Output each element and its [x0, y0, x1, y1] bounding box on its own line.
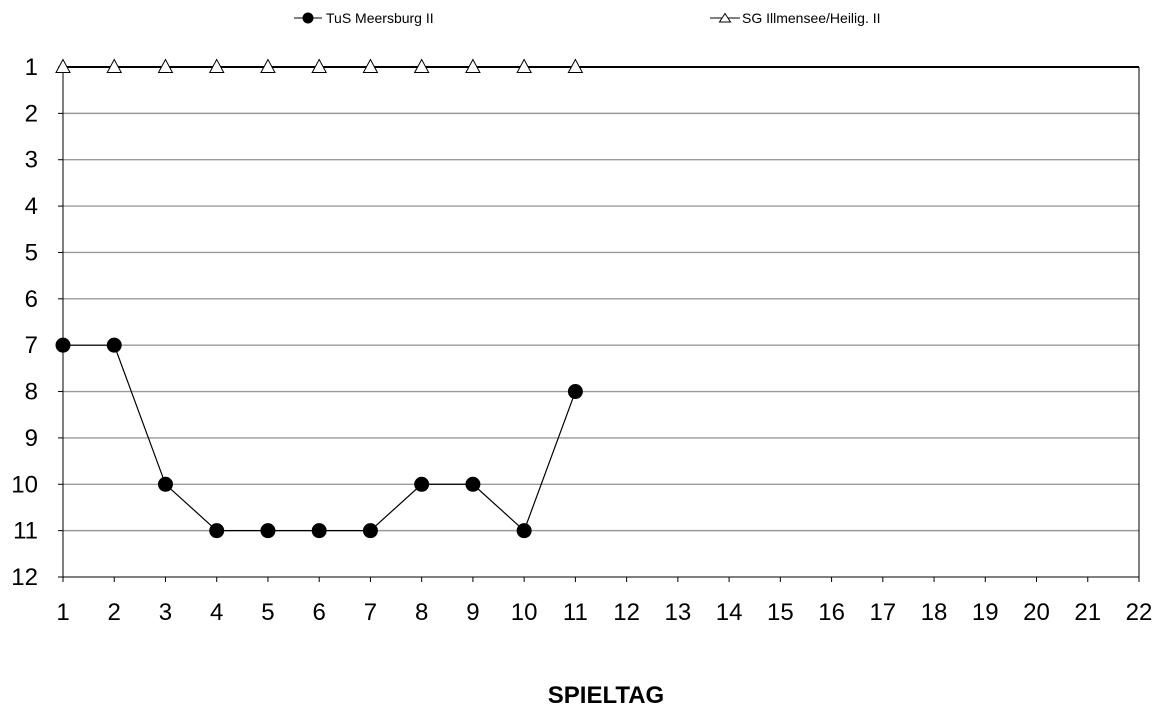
- y-tick-label-12: 12: [11, 564, 38, 591]
- y-tick-label-3: 3: [25, 147, 38, 174]
- x-tick-label-14: 14: [716, 599, 743, 626]
- y-tick-label-6: 6: [25, 286, 38, 313]
- y-tick-label-9: 9: [25, 425, 38, 452]
- data-point: [260, 523, 276, 539]
- x-tick-labels: 1 2 3 4 5 6 7 8 9 10 11 12 13 14 15 16 17 18 19 20 21 22: [56, 599, 1152, 626]
- x-tick-label-17: 17: [869, 599, 896, 626]
- data-point: [208, 58, 225, 73]
- series-layer: [55, 58, 584, 539]
- data-point: [209, 523, 225, 539]
- x-tick-label-11: 11: [563, 599, 588, 626]
- data-point: [567, 58, 584, 73]
- y-tick-label-2: 2: [25, 100, 38, 127]
- data-point: [516, 58, 532, 73]
- x-tick-label-3: 3: [159, 599, 172, 626]
- legend-label-meersburg: TuS Meersburg II: [326, 10, 434, 26]
- x-tick-label-6: 6: [313, 599, 326, 626]
- x-tick-label-2: 2: [108, 599, 121, 626]
- x-tick-label-10: 10: [511, 599, 538, 626]
- data-point: [260, 58, 276, 73]
- x-tick-label-16: 16: [818, 599, 845, 626]
- data-point: [567, 384, 583, 400]
- x-tick-label-1: 1: [56, 599, 69, 626]
- y-tick-label-11: 11: [13, 518, 38, 545]
- data-point: [157, 476, 173, 492]
- y-tick-label-4: 4: [25, 193, 38, 220]
- x-tick-label-8: 8: [415, 599, 428, 626]
- data-point: [362, 523, 378, 539]
- grid-lines: [63, 112, 1139, 532]
- data-point: [465, 476, 481, 492]
- x-tick-label-19: 19: [972, 599, 999, 626]
- x-tick-label-21: 21: [1074, 599, 1101, 626]
- x-tick-label-20: 20: [1023, 599, 1050, 626]
- y-tick-label-8: 8: [25, 379, 38, 406]
- y-tick-label-1: 1: [25, 54, 38, 81]
- x-axis-title: SPIELTAG: [548, 682, 664, 709]
- series-1: [55, 58, 584, 73]
- legend-label-illmensee: SG Illmensee/Heilig. II: [742, 10, 881, 26]
- y-tick-label-5: 5: [25, 239, 38, 266]
- data-point: [55, 337, 71, 353]
- x-tick-label-15: 15: [767, 599, 794, 626]
- x-tick-label-9: 9: [466, 599, 479, 626]
- data-point: [157, 58, 174, 73]
- x-tick-label-12: 12: [613, 599, 640, 626]
- data-point: [311, 523, 327, 539]
- data-point: [414, 476, 430, 492]
- x-tick-label-7: 7: [364, 599, 377, 626]
- x-tick-label-5: 5: [261, 599, 274, 626]
- y-tick-label-10: 10: [11, 471, 38, 498]
- data-point: [106, 58, 123, 73]
- x-tick-label-4: 4: [210, 599, 223, 626]
- data-point: [311, 58, 328, 73]
- x-tick-label-13: 13: [665, 599, 692, 626]
- legend: TuS Meersburg II SG Illmensee/Heilig. II: [294, 10, 881, 26]
- legend-item-meersburg: TuS Meersburg II: [294, 10, 434, 26]
- legend-item-illmensee: SG Illmensee/Heilig. II: [710, 10, 881, 26]
- data-point: [516, 523, 532, 539]
- data-point: [362, 58, 379, 73]
- series-0: [55, 337, 583, 539]
- data-point: [465, 58, 481, 73]
- x-tick-label-22: 22: [1126, 599, 1153, 626]
- y-tick-label-7: 7: [25, 332, 38, 359]
- axes: [58, 66, 1140, 582]
- x-tick-label-18: 18: [921, 599, 948, 626]
- data-point: [413, 58, 430, 73]
- data-point: [106, 337, 122, 353]
- data-point: [55, 58, 71, 73]
